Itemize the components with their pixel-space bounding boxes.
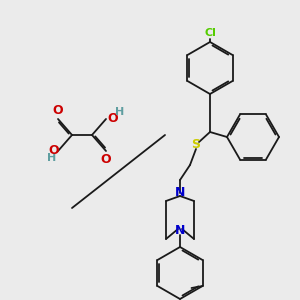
Text: N: N xyxy=(175,187,185,200)
Text: O: O xyxy=(101,153,111,166)
Text: S: S xyxy=(191,139,200,152)
Text: O: O xyxy=(53,104,63,117)
Text: O: O xyxy=(48,145,59,158)
Text: O: O xyxy=(107,112,118,125)
Text: N: N xyxy=(175,224,185,238)
Text: H: H xyxy=(47,153,56,163)
Text: H: H xyxy=(115,107,124,117)
Text: Cl: Cl xyxy=(204,28,216,38)
